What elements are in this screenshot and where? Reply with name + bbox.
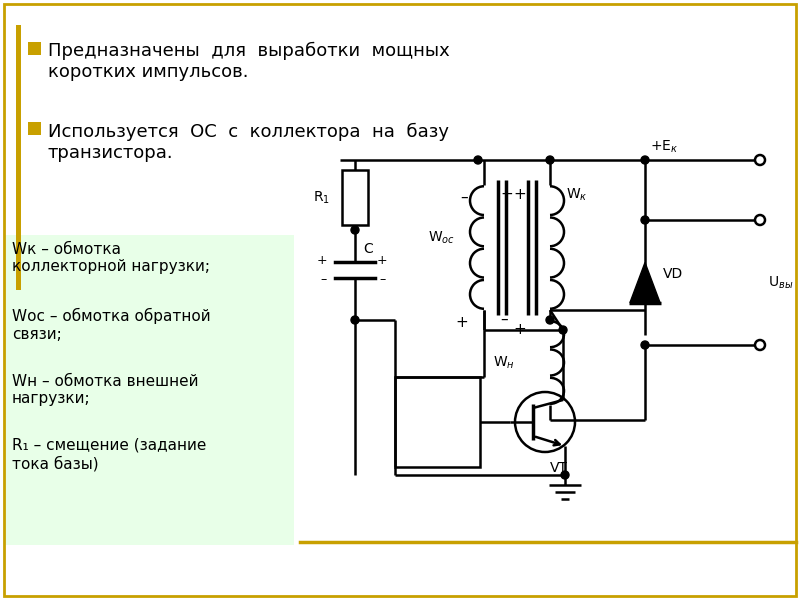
Text: +: + xyxy=(316,253,327,266)
Text: –: – xyxy=(460,190,468,205)
Circle shape xyxy=(755,215,765,225)
Text: W$_к$: W$_к$ xyxy=(566,187,588,203)
Text: VD: VD xyxy=(663,266,683,280)
Circle shape xyxy=(351,226,359,234)
Text: Wн – обмотка внешней
нагрузки;: Wн – обмотка внешней нагрузки; xyxy=(12,374,198,406)
Circle shape xyxy=(546,316,554,324)
Circle shape xyxy=(755,155,765,165)
Bar xyxy=(16,25,21,290)
Text: –: – xyxy=(379,274,386,286)
Text: W$_н$: W$_н$ xyxy=(493,354,515,371)
Circle shape xyxy=(641,156,649,164)
Text: Используется  ОС  с  коллектора  на  базу
транзистора.: Используется ОС с коллектора на базу тра… xyxy=(48,123,449,162)
Text: VT: VT xyxy=(550,461,568,475)
Bar xyxy=(28,122,41,135)
Circle shape xyxy=(474,156,482,164)
Circle shape xyxy=(641,341,649,349)
Circle shape xyxy=(641,216,649,224)
Text: W$_{ос}$: W$_{ос}$ xyxy=(429,229,455,246)
Bar xyxy=(28,42,41,55)
Text: Wк – обмотка
коллекторной нагрузки;: Wк – обмотка коллекторной нагрузки; xyxy=(12,242,210,274)
Text: Предназначены  для  выработки  мощных
коротких импульсов.: Предназначены для выработки мощных корот… xyxy=(48,42,450,81)
Text: R$_1$: R$_1$ xyxy=(313,190,330,206)
Bar xyxy=(4,235,294,545)
Bar xyxy=(395,377,480,467)
Circle shape xyxy=(561,471,569,479)
Text: U$_{вы}$: U$_{вы}$ xyxy=(768,274,794,290)
Circle shape xyxy=(515,392,575,452)
Text: +: + xyxy=(514,322,526,337)
Text: +: + xyxy=(377,253,388,266)
Text: –: – xyxy=(321,274,327,286)
Text: +: + xyxy=(514,187,526,202)
Polygon shape xyxy=(630,263,660,302)
Text: –: – xyxy=(500,312,508,327)
Circle shape xyxy=(559,326,567,334)
Text: +: + xyxy=(455,315,468,330)
Text: C: C xyxy=(363,242,373,256)
Text: –: – xyxy=(518,407,526,422)
Text: +: + xyxy=(500,187,513,202)
Circle shape xyxy=(755,340,765,350)
Text: +E$_к$: +E$_к$ xyxy=(650,139,678,155)
Text: Wос – обмотка обратной
связи;: Wос – обмотка обратной связи; xyxy=(12,308,210,341)
Circle shape xyxy=(546,156,554,164)
Text: R₁ – смещение (задание
тока базы): R₁ – смещение (задание тока базы) xyxy=(12,438,206,471)
Circle shape xyxy=(351,316,359,324)
Bar xyxy=(342,170,368,225)
